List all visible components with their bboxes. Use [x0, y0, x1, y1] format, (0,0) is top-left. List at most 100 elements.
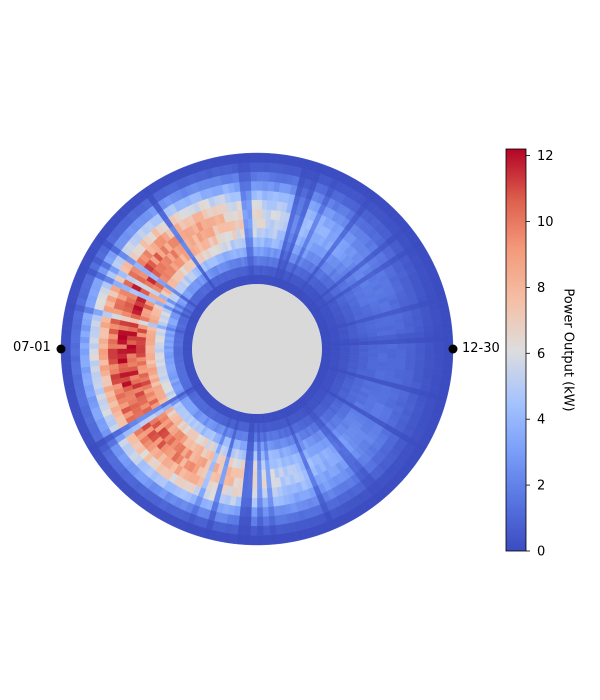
heatmap-cell: [173, 348, 183, 353]
heatmap-cell: [243, 152, 251, 164]
heatmap-cell: [98, 343, 109, 350]
heatmap-cell: [256, 246, 261, 257]
heatmap-cell: [262, 162, 271, 173]
heatmap-cell: [116, 348, 127, 355]
heatmap-cell: [107, 338, 118, 345]
heatmap-cell: [243, 218, 249, 229]
heatmap-cell: [359, 348, 369, 354]
heatmap-cell: [424, 354, 435, 362]
heatmap-cell: [79, 342, 90, 350]
heatmap-cell: [358, 340, 369, 346]
heatmap-cell: [135, 344, 146, 350]
heatmap-cell: [252, 227, 258, 238]
heatmap-cell: [250, 162, 258, 173]
heatmap-cell: [251, 479, 258, 490]
heatmap-cell: [256, 199, 263, 210]
heatmap-cell: [260, 460, 266, 471]
colorbar-tick-label: 8: [537, 281, 545, 296]
heatmap-cell: [368, 344, 379, 350]
heatmap-cell: [251, 190, 258, 201]
heatmap-cell: [236, 153, 245, 164]
heatmap-cell: [396, 338, 407, 345]
heatmap-cell: [262, 497, 269, 508]
heatmap-cell: [173, 351, 184, 356]
heatmap-cell: [414, 354, 426, 361]
heatmap-cell: [239, 181, 247, 192]
heatmap-cell: [340, 348, 351, 353]
heatmap-cell: [256, 479, 263, 490]
heatmap-cell: [61, 368, 73, 377]
heatmap-cell: [70, 354, 81, 363]
heatmap-cell: [405, 354, 416, 361]
heatmap-cell: [250, 180, 258, 191]
heatmap-cell: [250, 171, 258, 182]
heatmap-cell: [230, 163, 239, 174]
heatmap-cell: [249, 246, 254, 257]
heatmap-cell: [88, 348, 99, 356]
heatmap-cell: [126, 353, 137, 359]
heatmap-cell: [262, 171, 270, 182]
colorbar-label: Power Output (kW): [560, 288, 576, 412]
heatmap-cell: [249, 535, 258, 546]
colorbar-gradient: [505, 148, 527, 552]
heatmap-cell: [256, 423, 261, 433]
heatmap-cell: [261, 209, 267, 220]
heatmap-cell: [377, 348, 388, 354]
heatmap-cell: [359, 344, 369, 350]
heatmap-cell: [79, 354, 90, 362]
heatmap-cell: [414, 331, 425, 339]
heatmap-cell: [405, 343, 416, 350]
heatmap-cell: [126, 344, 137, 350]
heatmap-cell: [253, 432, 258, 443]
heatmap-cell: [163, 348, 174, 353]
heatmap-cell: [237, 162, 245, 173]
heatmap-cell: [433, 329, 444, 337]
heatmap-cell: [274, 515, 282, 526]
heatmap-cell: [252, 451, 258, 461]
heatmap-cell: [442, 335, 454, 343]
heatmap-cell: [117, 339, 128, 345]
heatmap-cell: [253, 265, 258, 275]
heatmap-cell: [256, 516, 264, 527]
heatmap-cell: [253, 441, 258, 452]
colorbar: 0 2 4 6 8 10 12: [505, 148, 554, 560]
heatmap-cell: [415, 342, 426, 350]
heatmap-cell: [349, 348, 360, 353]
heatmap-cell: [261, 199, 268, 210]
heatmap-cell: [256, 162, 264, 173]
heatmap-cell: [405, 332, 416, 339]
heatmap-cell: [442, 328, 453, 337]
heatmap-cell: [154, 348, 165, 353]
heatmap-cell: [163, 345, 174, 350]
heatmap-cell: [269, 162, 277, 173]
heatmap-cell: [80, 366, 91, 374]
heatmap-cell: [424, 348, 435, 356]
heatmap-cell: [88, 342, 99, 350]
heatmap-cell: [386, 339, 397, 345]
heatmap-cell: [70, 361, 81, 369]
heatmap-cell: [254, 274, 258, 285]
heatmap-cell: [247, 218, 253, 229]
heatmap-cell: [262, 525, 271, 536]
polar-heatmap: [60, 152, 454, 546]
heatmap-cell: [387, 348, 398, 355]
heatmap-cell: [117, 357, 128, 364]
heatmap-cell: [145, 352, 156, 358]
heatmap-cell: [252, 460, 258, 471]
heatmap-cell: [70, 335, 81, 344]
heatmap-cell: [253, 255, 258, 266]
heatmap-cell: [433, 354, 444, 363]
heatmap-cell: [107, 343, 118, 350]
heatmap-cell: [250, 265, 255, 276]
heatmap-cell: [79, 348, 90, 356]
left-marker: [56, 344, 66, 354]
heatmap-cell: [395, 333, 407, 340]
heatmap-cell: [256, 451, 262, 461]
heatmap-cell: [405, 348, 416, 355]
heatmap-cell: [268, 515, 276, 527]
heatmap-cell: [256, 190, 263, 201]
heatmap-cell: [424, 336, 435, 344]
heatmap-cell: [262, 506, 269, 518]
heatmap-cell: [251, 497, 258, 508]
heatmap-cell: [135, 352, 146, 358]
